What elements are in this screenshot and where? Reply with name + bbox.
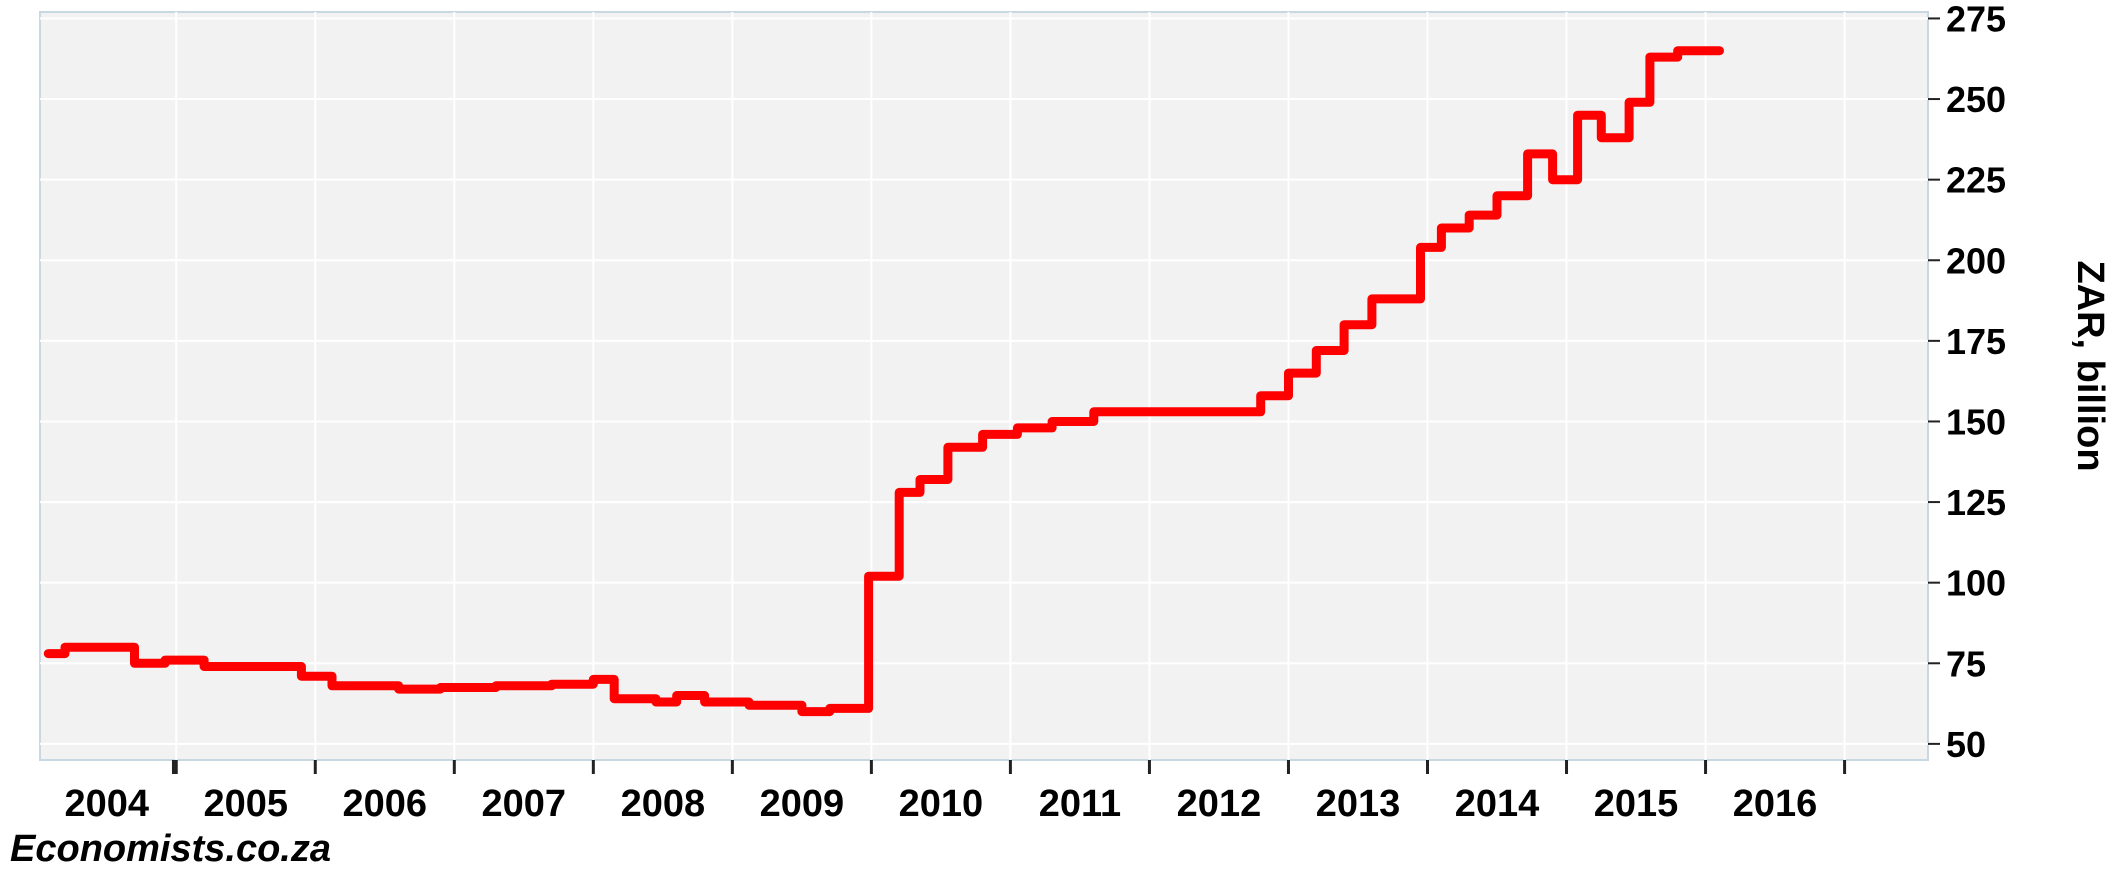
x-tick-label: 2008 [621, 783, 706, 825]
y-tick-label: 50 [1946, 724, 1986, 765]
y-tick-label: 275 [1946, 0, 2006, 39]
x-tick-label: 2007 [482, 783, 567, 825]
y-tick-label: 225 [1946, 160, 2006, 201]
y-tick-label: 150 [1946, 401, 2006, 442]
source-credit: Economists.co.za [10, 828, 331, 870]
x-axis: 2004 2005 2006 2007 2008 2009 2010 2011 2012 2013… [64, 760, 1847, 825]
x-tick-label: 2006 [343, 783, 428, 825]
y-axis: 50 75 100 125 150 175 200 225 250 275 [1928, 0, 2006, 765]
y-tick-label: 75 [1946, 643, 1986, 684]
x-tick-label: 2016 [1733, 783, 1818, 825]
gridlines [40, 12, 1928, 760]
x-tick-label: 2013 [1316, 783, 1401, 825]
series-group [43, 46, 1724, 717]
series-line [43, 46, 1724, 717]
y-tick-label: 200 [1946, 240, 2006, 281]
y-tick-label: 125 [1946, 482, 2006, 523]
y-tick-label: 175 [1946, 321, 2006, 362]
x-tick-label: 2005 [203, 783, 288, 825]
x-tick-label: 2014 [1455, 783, 1540, 825]
x-tick-label: 2012 [1177, 783, 1262, 825]
x-tick-label: 2015 [1594, 783, 1679, 825]
plot-area [39, 11, 1929, 761]
y-axis-title: ZAR, billion [2069, 260, 2111, 471]
y-tick-label: 250 [1946, 79, 2006, 120]
x-tick-label: 2004 [64, 783, 149, 825]
x-tick-label: 2010 [899, 783, 984, 825]
y-tick-label: 100 [1946, 563, 2006, 604]
x-tick-label: 2011 [1039, 783, 1121, 825]
x-tick-label: 2009 [760, 783, 845, 825]
